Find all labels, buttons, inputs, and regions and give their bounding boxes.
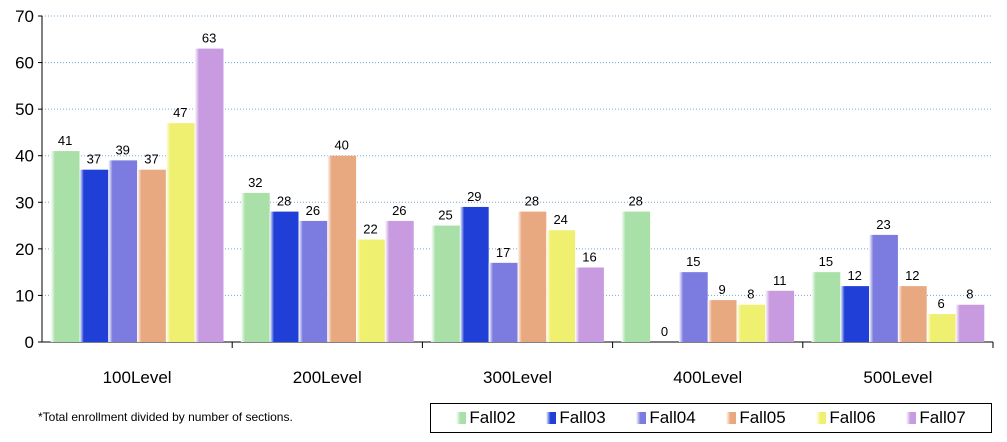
legend-label: Fall03	[559, 408, 606, 427]
bar-fall02-300level	[431, 225, 460, 342]
bar-fall07-100level	[194, 48, 224, 342]
bar-fall05-200level	[327, 155, 357, 342]
bar-fall04-500level	[869, 234, 898, 342]
data-label: 40	[334, 138, 348, 153]
legend-item-fall02: Fall02	[456, 408, 516, 428]
data-label: 25	[438, 208, 452, 223]
data-label: 22	[363, 222, 377, 237]
bar-fall05-300level	[517, 211, 547, 342]
legend-item-fall05: Fall05	[726, 408, 786, 428]
data-label: 0	[661, 324, 668, 339]
legend-item-fall03: Fall03	[546, 408, 606, 428]
data-label: 41	[58, 133, 72, 148]
legend-item-fall06: Fall06	[816, 408, 876, 428]
data-label: 16	[582, 249, 596, 264]
legend-label: Fall05	[739, 408, 786, 427]
legend-swatch	[726, 412, 737, 424]
bar-fall04-400level	[678, 272, 708, 342]
data-label: 8	[966, 287, 973, 302]
legend-swatch	[456, 412, 467, 424]
bar-fall07-400level	[765, 290, 795, 342]
bar-fall03-500level	[840, 286, 870, 342]
legend: Fall02 Fall03 Fall04 Fall05 Fall06 Fall07	[430, 403, 992, 433]
bars	[50, 48, 985, 342]
legend-label: Fall02	[469, 408, 516, 427]
bar-fall07-500level	[955, 304, 985, 342]
bar-fall07-200level	[384, 220, 414, 342]
bar-fall06-500level	[926, 314, 956, 342]
x-tick-label: 400Level	[673, 368, 742, 387]
bar-fall05-400level	[707, 300, 737, 342]
y-tick-label: 20	[15, 240, 34, 259]
footnote: *Total enrollment divided by number of s…	[38, 410, 293, 424]
data-label: 8	[747, 287, 754, 302]
y-tick-label: 60	[15, 54, 34, 73]
data-label: 29	[467, 189, 481, 204]
data-label: 15	[819, 254, 833, 269]
x-tick-label: 300Level	[483, 368, 552, 387]
legend-label: Fall04	[649, 408, 696, 427]
data-label: 17	[496, 245, 510, 260]
bar-fall02-100level	[50, 151, 80, 342]
data-label: 63	[202, 31, 216, 46]
data-label: 15	[686, 254, 700, 269]
bar-fall06-200level	[356, 239, 385, 342]
data-label: 47	[173, 105, 187, 120]
y-tick-label: 10	[15, 286, 34, 305]
data-label: 39	[115, 142, 129, 157]
bar-fall02-400level	[621, 211, 651, 342]
data-label: 23	[876, 217, 890, 232]
x-tick-label: 200Level	[293, 368, 362, 387]
bar-fall03-300level	[459, 206, 489, 342]
data-label: 28	[525, 194, 539, 209]
y-tick-label: 70	[15, 7, 34, 26]
bar-fall04-100level	[108, 160, 138, 342]
data-label: 12	[905, 268, 919, 283]
data-label: 37	[144, 152, 158, 167]
legend-item-fall04: Fall04	[636, 408, 696, 428]
data-label: 37	[87, 152, 101, 167]
data-label: 28	[628, 194, 642, 209]
bar-fall06-400level	[736, 304, 766, 342]
legend-swatch	[816, 412, 827, 424]
data-label: 26	[392, 203, 406, 218]
y-tick-label: 30	[15, 193, 34, 212]
y-tick-label: 40	[15, 147, 34, 166]
bar-fall07-300level	[575, 267, 604, 342]
y-tick-label: 50	[15, 100, 34, 119]
data-label: 6	[937, 296, 944, 311]
bar-fall06-100level	[165, 123, 195, 342]
legend-item-fall07: Fall07	[906, 408, 966, 428]
bar-fall03-200level	[269, 211, 299, 342]
y-tick-label: 0	[25, 333, 34, 352]
bar-fall02-500level	[811, 272, 841, 342]
data-label: 11	[773, 273, 787, 288]
bar-fall04-200level	[298, 220, 328, 342]
bar-fall05-500level	[897, 286, 927, 342]
data-label: 28	[277, 194, 291, 209]
data-labels: 41 37 39 37 47 63 32 28 26 40 22 26 25 29 17 28 24 16 28 0 1…	[58, 31, 974, 339]
x-tick-label: 500Level	[863, 368, 932, 387]
legend-label: Fall07	[919, 408, 966, 427]
bar-fall03-100level	[79, 169, 109, 342]
bar-fall05-100level	[137, 169, 166, 342]
legend-swatch	[906, 412, 917, 424]
x-tick-label: 100Level	[103, 368, 172, 387]
data-label: 12	[847, 268, 861, 283]
legend-swatch	[636, 412, 647, 424]
bar-fall02-200level	[240, 192, 270, 342]
data-label: 26	[306, 203, 320, 218]
legend-swatch	[546, 412, 557, 424]
data-label: 9	[718, 282, 725, 297]
bar-fall06-300level	[546, 230, 576, 342]
bar-fall04-300level	[488, 262, 518, 342]
legend-label: Fall06	[829, 408, 876, 427]
data-label: 32	[248, 175, 262, 190]
data-label: 24	[553, 212, 567, 227]
